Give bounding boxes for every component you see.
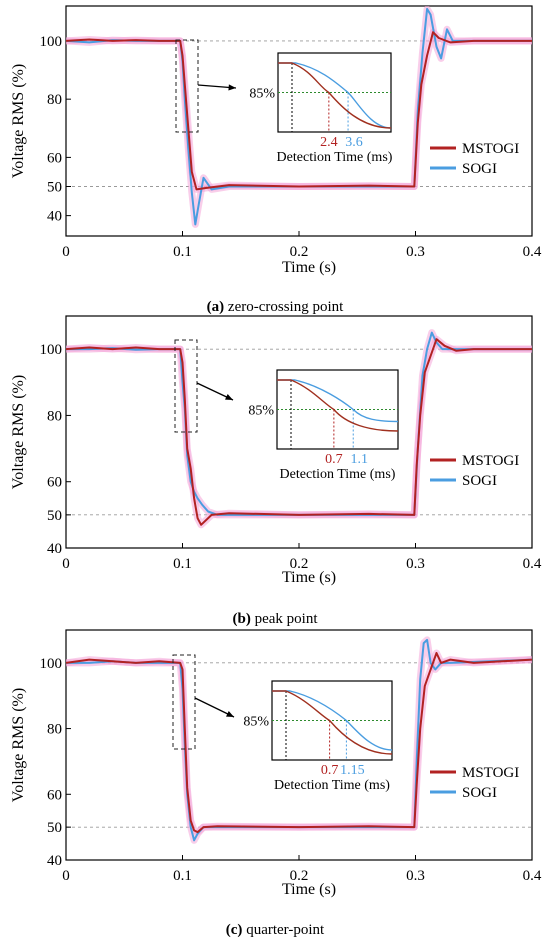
caption-text: zero-crossing point xyxy=(224,299,344,315)
x-tick-label: 0.4 xyxy=(523,244,542,260)
x-tick-label: 0.1 xyxy=(173,868,192,884)
inset-mstogi-curve xyxy=(277,379,399,432)
x-tick-label: 0.2 xyxy=(290,868,309,884)
y-tick-label: 40 xyxy=(47,853,62,869)
inset-mstogi-curve xyxy=(272,690,393,755)
x-tick-label: 0.4 xyxy=(523,868,542,884)
x-tick-label: 0.2 xyxy=(290,244,309,260)
zoom-box xyxy=(172,654,196,750)
legend-label-sogi: SOGI xyxy=(462,161,497,177)
y-tick-label: 100 xyxy=(40,342,63,358)
inset xyxy=(277,52,392,133)
y-axis-label: Voltage RMS (%) xyxy=(10,688,27,802)
series-line-mstogi xyxy=(66,31,532,191)
series-layer xyxy=(66,636,532,844)
inset-sogi-value: 1.15 xyxy=(340,763,365,778)
inset-mstogi-value: 0.7 xyxy=(325,452,343,467)
inset-sogi-value: 1.1 xyxy=(350,452,368,467)
x-tick-label: 0.2 xyxy=(290,556,309,572)
y-tick-label: 50 xyxy=(47,508,62,524)
panel-caption: (c) quarter-point xyxy=(226,922,325,938)
inset-mstogi-value: 2.4 xyxy=(320,135,338,150)
inset-sogi-value: 3.6 xyxy=(345,135,363,150)
zoom-arrow-head xyxy=(225,394,233,400)
zoom-box xyxy=(174,339,198,433)
caption-text: peak point xyxy=(251,611,318,627)
legend-label-sogi: SOGI xyxy=(462,785,497,801)
x-tick-label: 0.4 xyxy=(523,556,542,572)
inset-sogi-curve xyxy=(277,379,399,423)
zoom-box xyxy=(175,39,199,133)
panel-caption: (a) zero-crossing point xyxy=(207,299,344,315)
y-axis-label: Voltage RMS (%) xyxy=(10,64,27,178)
x-axis-label: Time (s) xyxy=(282,569,336,586)
x-tick-label: 0 xyxy=(62,868,70,884)
inset-sogi-curve xyxy=(272,690,393,751)
y-tick-label: 80 xyxy=(47,408,62,424)
zoom-arrow-head xyxy=(228,84,236,91)
inset xyxy=(276,369,399,450)
caption-label: (a) xyxy=(207,299,225,315)
x-tick-label: 0 xyxy=(62,244,70,260)
x-tick-label: 0.3 xyxy=(406,868,425,884)
zoom-arrow-head xyxy=(226,710,234,717)
y-tick-label: 50 xyxy=(47,180,62,196)
inset-85-label: 85% xyxy=(248,404,274,419)
inset-85-label: 85% xyxy=(249,87,275,102)
y-tick-label: 60 xyxy=(47,150,62,166)
x-tick-label: 0.3 xyxy=(406,556,425,572)
x-tick-label: 0 xyxy=(62,556,70,572)
caption-label: (b) xyxy=(233,611,251,627)
y-tick-label: 60 xyxy=(47,475,62,491)
x-axis-label: Time (s) xyxy=(282,259,336,276)
y-tick-label: 40 xyxy=(47,541,62,557)
caption-text: quarter-point xyxy=(242,922,325,938)
x-tick-label: 0.1 xyxy=(173,556,192,572)
inset-sogi-curve xyxy=(278,62,392,129)
y-tick-label: 60 xyxy=(47,787,62,803)
y-tick-label: 100 xyxy=(40,34,63,50)
y-tick-label: 50 xyxy=(47,820,62,836)
inset-x-label: Detection Time (ms) xyxy=(274,778,390,793)
chart-panel-1: 0 0.1 0.2 0.3 0.4 40 50 60 80 100 Time (s) Voltage … xyxy=(10,5,542,315)
y-tick-label: 80 xyxy=(47,92,62,108)
inset-x-label: Detection Time (ms) xyxy=(280,467,396,482)
panel-caption: (b) peak point xyxy=(233,611,319,627)
series-line-mstogi xyxy=(66,338,532,526)
chart-panel-2: 0 0.1 0.2 0.3 0.4 40 50 60 80 100 Time (s) Voltage … xyxy=(10,315,542,627)
inset-x-label: Detection Time (ms) xyxy=(277,150,393,165)
legend-label-mstogi: MSTOGI xyxy=(462,453,519,469)
inset xyxy=(271,680,393,761)
series-line-mstogi xyxy=(66,652,532,834)
x-tick-label: 0.1 xyxy=(173,244,192,260)
series-layer xyxy=(66,329,532,529)
caption-label: (c) xyxy=(226,922,243,938)
legend-label-mstogi: MSTOGI xyxy=(462,765,519,781)
inset-mstogi-curve xyxy=(278,62,392,129)
chart-panel-3: 0 0.1 0.2 0.3 0.4 40 50 60 80 100 Time (s) Voltage … xyxy=(10,629,542,938)
x-axis-label: Time (s) xyxy=(282,881,336,898)
legend-label-mstogi: MSTOGI xyxy=(462,141,519,157)
inset-mstogi-value: 0.7 xyxy=(321,763,339,778)
y-tick-label: 40 xyxy=(47,209,62,225)
y-axis-label: Voltage RMS (%) xyxy=(10,375,27,489)
y-tick-label: 80 xyxy=(47,722,62,738)
series-layer xyxy=(66,6,532,228)
x-tick-label: 0.3 xyxy=(406,244,425,260)
y-tick-label: 100 xyxy=(40,656,63,672)
inset-85-label: 85% xyxy=(243,715,269,730)
legend-label-sogi: SOGI xyxy=(462,473,497,489)
